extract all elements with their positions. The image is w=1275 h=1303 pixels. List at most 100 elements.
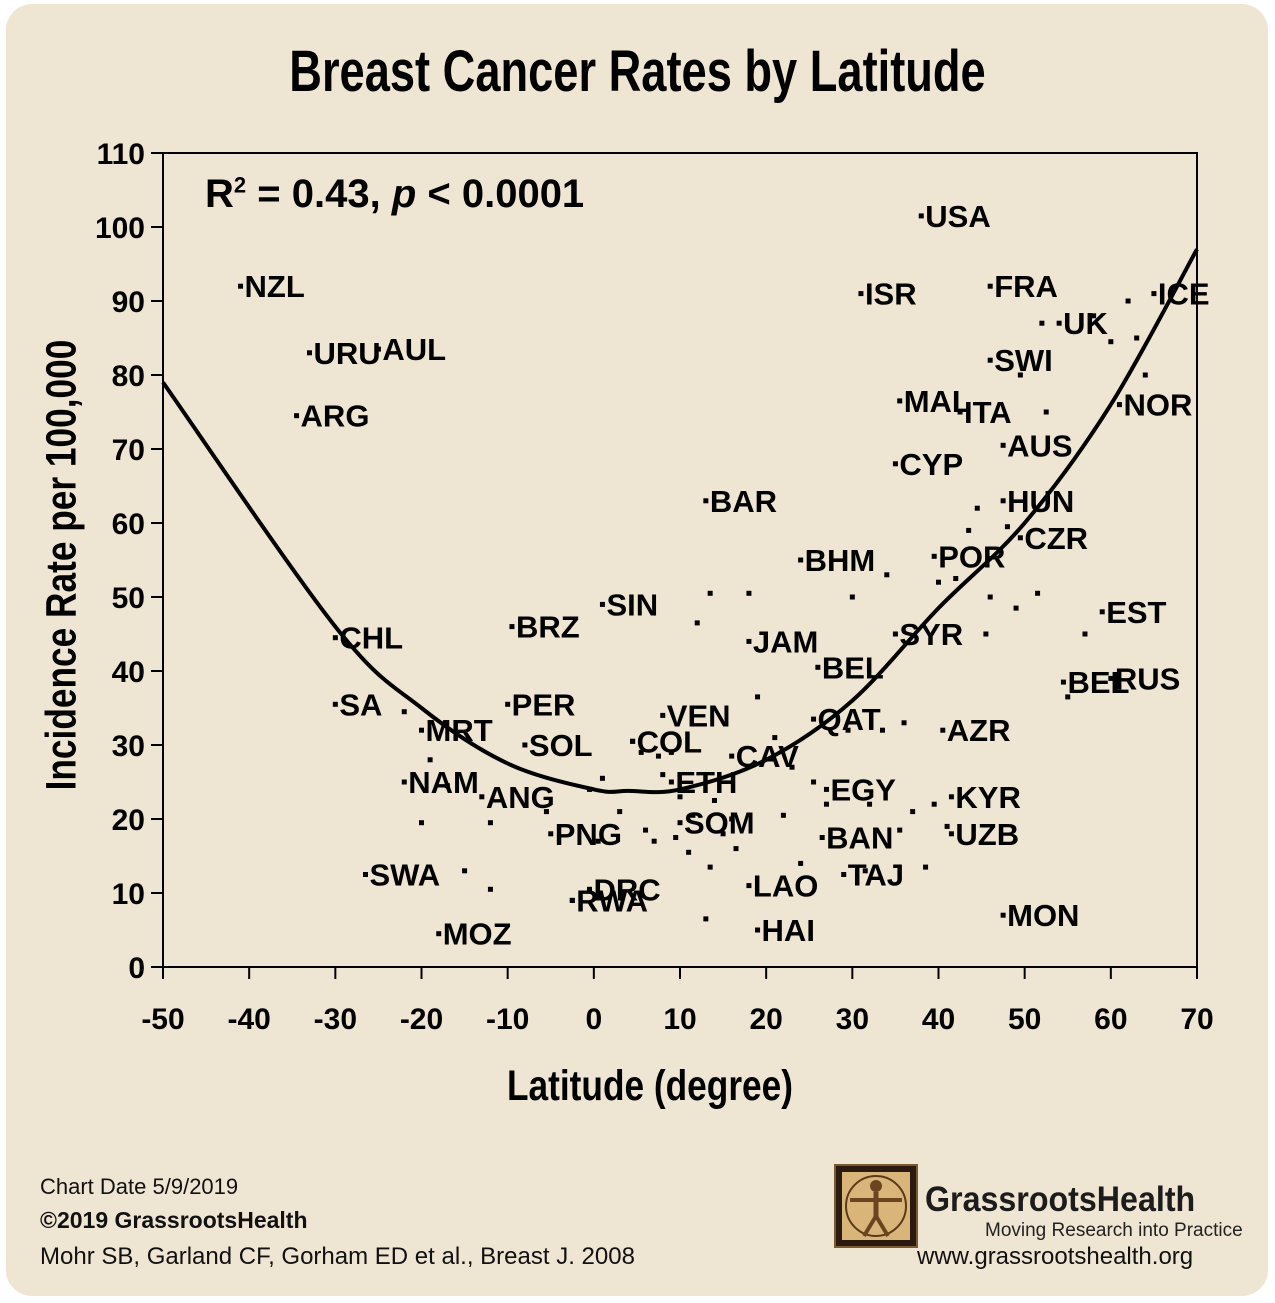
point-label-rus: RUS	[1115, 661, 1180, 696]
data-point-uk	[1056, 320, 1062, 326]
data-point	[427, 757, 433, 763]
point-label-nam: NAM	[408, 765, 479, 800]
point-label-sin: SIN	[606, 587, 658, 622]
data-point-sa	[332, 701, 338, 707]
point-label-eth: ETH	[675, 765, 737, 800]
point-label-ice: ICE	[1158, 277, 1210, 312]
data-point	[733, 846, 739, 852]
website-link[interactable]: www.grassrootshealth.org	[917, 1243, 1194, 1270]
data-point-rus	[1108, 675, 1114, 681]
logo-icon	[834, 1164, 918, 1248]
data-point	[966, 527, 972, 533]
data-point	[694, 620, 700, 626]
data-point	[1082, 631, 1088, 637]
data-point	[897, 827, 903, 833]
data-point	[707, 590, 713, 596]
point-label-uru: URU	[313, 336, 380, 371]
data-point-cyp	[892, 461, 898, 467]
data-point-aul	[375, 346, 381, 352]
data-point-kyr	[948, 794, 954, 800]
data-point	[983, 631, 989, 637]
x-tick-label: 70	[1180, 1003, 1213, 1036]
point-label-bel: BEL	[822, 650, 884, 685]
data-point	[543, 809, 549, 815]
data-point-arg	[294, 413, 300, 419]
data-point	[651, 838, 657, 844]
point-label-jam: JAM	[753, 624, 818, 659]
y-tick-label: 70	[112, 434, 145, 467]
data-point-jam	[746, 638, 752, 644]
data-point	[677, 794, 683, 800]
data-point	[746, 590, 752, 596]
data-point	[772, 735, 778, 741]
y-tick-label: 100	[95, 212, 145, 245]
data-point	[643, 827, 649, 833]
data-point	[638, 749, 644, 755]
x-tick-label: 50	[1008, 1003, 1041, 1036]
x-tick-label: -20	[400, 1003, 443, 1036]
data-point-fra	[987, 283, 993, 289]
data-point	[595, 838, 601, 844]
point-label-bar: BAR	[710, 484, 777, 519]
data-point-est	[1099, 609, 1105, 615]
data-point-usa	[918, 213, 924, 219]
y-tick-label: 0	[128, 952, 145, 985]
point-label-per: PER	[512, 687, 576, 722]
data-point	[720, 831, 726, 837]
data-point	[953, 576, 959, 581]
point-label-aus: AUS	[1007, 428, 1072, 463]
data-point	[987, 594, 993, 600]
point-label-fra: FRA	[994, 269, 1058, 304]
data-point-chl	[332, 635, 338, 641]
point-label-isr: ISR	[865, 277, 917, 312]
point-label-bel: BEL	[1067, 665, 1129, 700]
data-point	[487, 886, 493, 892]
data-point	[879, 727, 885, 733]
data-point	[660, 772, 666, 778]
data-point	[1065, 694, 1071, 700]
x-axis-label: Latitude (degree)	[506, 1062, 794, 1110]
data-point	[867, 801, 873, 807]
data-point	[931, 801, 937, 807]
point-label-hun: HUN	[1007, 484, 1074, 519]
data-point-mrt	[419, 727, 424, 733]
data-point-png	[548, 831, 554, 837]
data-point	[703, 916, 709, 922]
data-point	[974, 505, 980, 511]
y-tick-label: 50	[112, 582, 145, 615]
data-point	[668, 749, 674, 755]
data-point	[419, 820, 424, 826]
data-point	[444, 783, 450, 789]
data-point-rwa	[569, 897, 575, 903]
point-label-cyp: CYP	[899, 447, 963, 482]
point-label-mon: MON	[1007, 898, 1079, 933]
point-label-cav: CAV	[736, 739, 799, 774]
data-point	[707, 864, 713, 870]
data-point	[910, 809, 916, 815]
point-label-ven: VEN	[667, 698, 731, 733]
x-tick-label: 60	[1094, 1003, 1127, 1036]
y-tick-label: 60	[112, 508, 145, 541]
data-point-ice	[1151, 291, 1157, 297]
chart-title: Breast Cancer Rates by Latitude	[289, 39, 986, 104]
data-point	[901, 720, 907, 726]
point-label-bhm: BHM	[805, 543, 876, 578]
data-point-eth	[668, 779, 674, 785]
data-point	[755, 694, 761, 700]
data-point	[936, 579, 941, 585]
data-point-qat	[811, 716, 817, 722]
data-point-nam	[401, 779, 407, 785]
data-point	[1134, 335, 1140, 341]
data-point-por	[931, 553, 937, 559]
data-point-egy	[823, 786, 829, 792]
x-tick-label: -10	[486, 1003, 529, 1036]
point-label-drc: DRC	[594, 872, 661, 907]
data-point-syr	[892, 631, 898, 637]
data-point	[789, 764, 795, 770]
data-point-sin	[599, 601, 605, 607]
data-point	[923, 864, 929, 870]
data-point	[462, 868, 468, 874]
brand-name: GrassrootsHealth	[925, 1180, 1196, 1219]
stats-annotation: R2 = 0.43, p < 0.0001	[205, 172, 585, 216]
